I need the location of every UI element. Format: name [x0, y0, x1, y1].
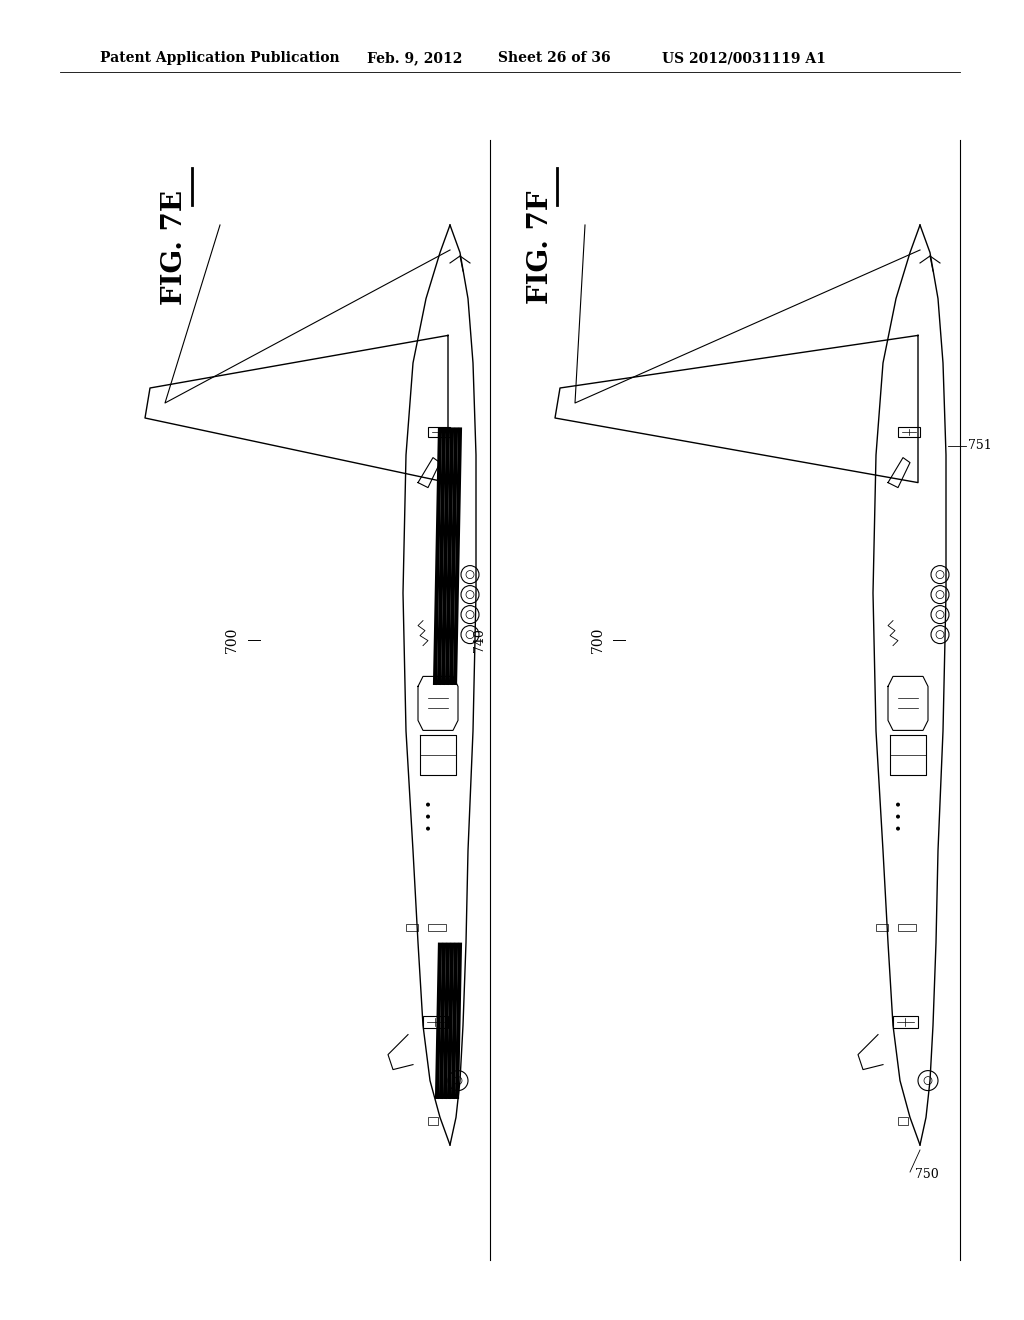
- Text: Feb. 9, 2012: Feb. 9, 2012: [367, 51, 463, 65]
- Circle shape: [426, 814, 430, 818]
- Bar: [406, 924, 418, 931]
- Text: Sheet 26 of 36: Sheet 26 of 36: [498, 51, 610, 65]
- Text: 700: 700: [591, 627, 605, 653]
- Bar: [893, 1016, 918, 1028]
- Circle shape: [896, 814, 900, 818]
- Text: Patent Application Publication: Patent Application Publication: [100, 51, 340, 65]
- Text: 751: 751: [968, 440, 992, 453]
- Bar: [898, 1118, 908, 1126]
- Bar: [876, 924, 888, 931]
- Circle shape: [896, 803, 900, 807]
- Bar: [428, 428, 450, 437]
- Text: FIG. 7F: FIG. 7F: [526, 190, 554, 304]
- Bar: [428, 924, 446, 931]
- Bar: [898, 428, 920, 437]
- Circle shape: [426, 803, 430, 807]
- Circle shape: [426, 826, 430, 830]
- Text: 750: 750: [915, 1168, 939, 1181]
- Text: 700: 700: [225, 627, 239, 653]
- Text: 740: 740: [473, 628, 486, 652]
- Bar: [428, 1118, 438, 1126]
- Bar: [423, 1016, 449, 1028]
- Bar: [898, 924, 916, 931]
- Text: US 2012/0031119 A1: US 2012/0031119 A1: [662, 51, 826, 65]
- Circle shape: [896, 826, 900, 830]
- Text: FIG. 7E: FIG. 7E: [162, 190, 188, 305]
